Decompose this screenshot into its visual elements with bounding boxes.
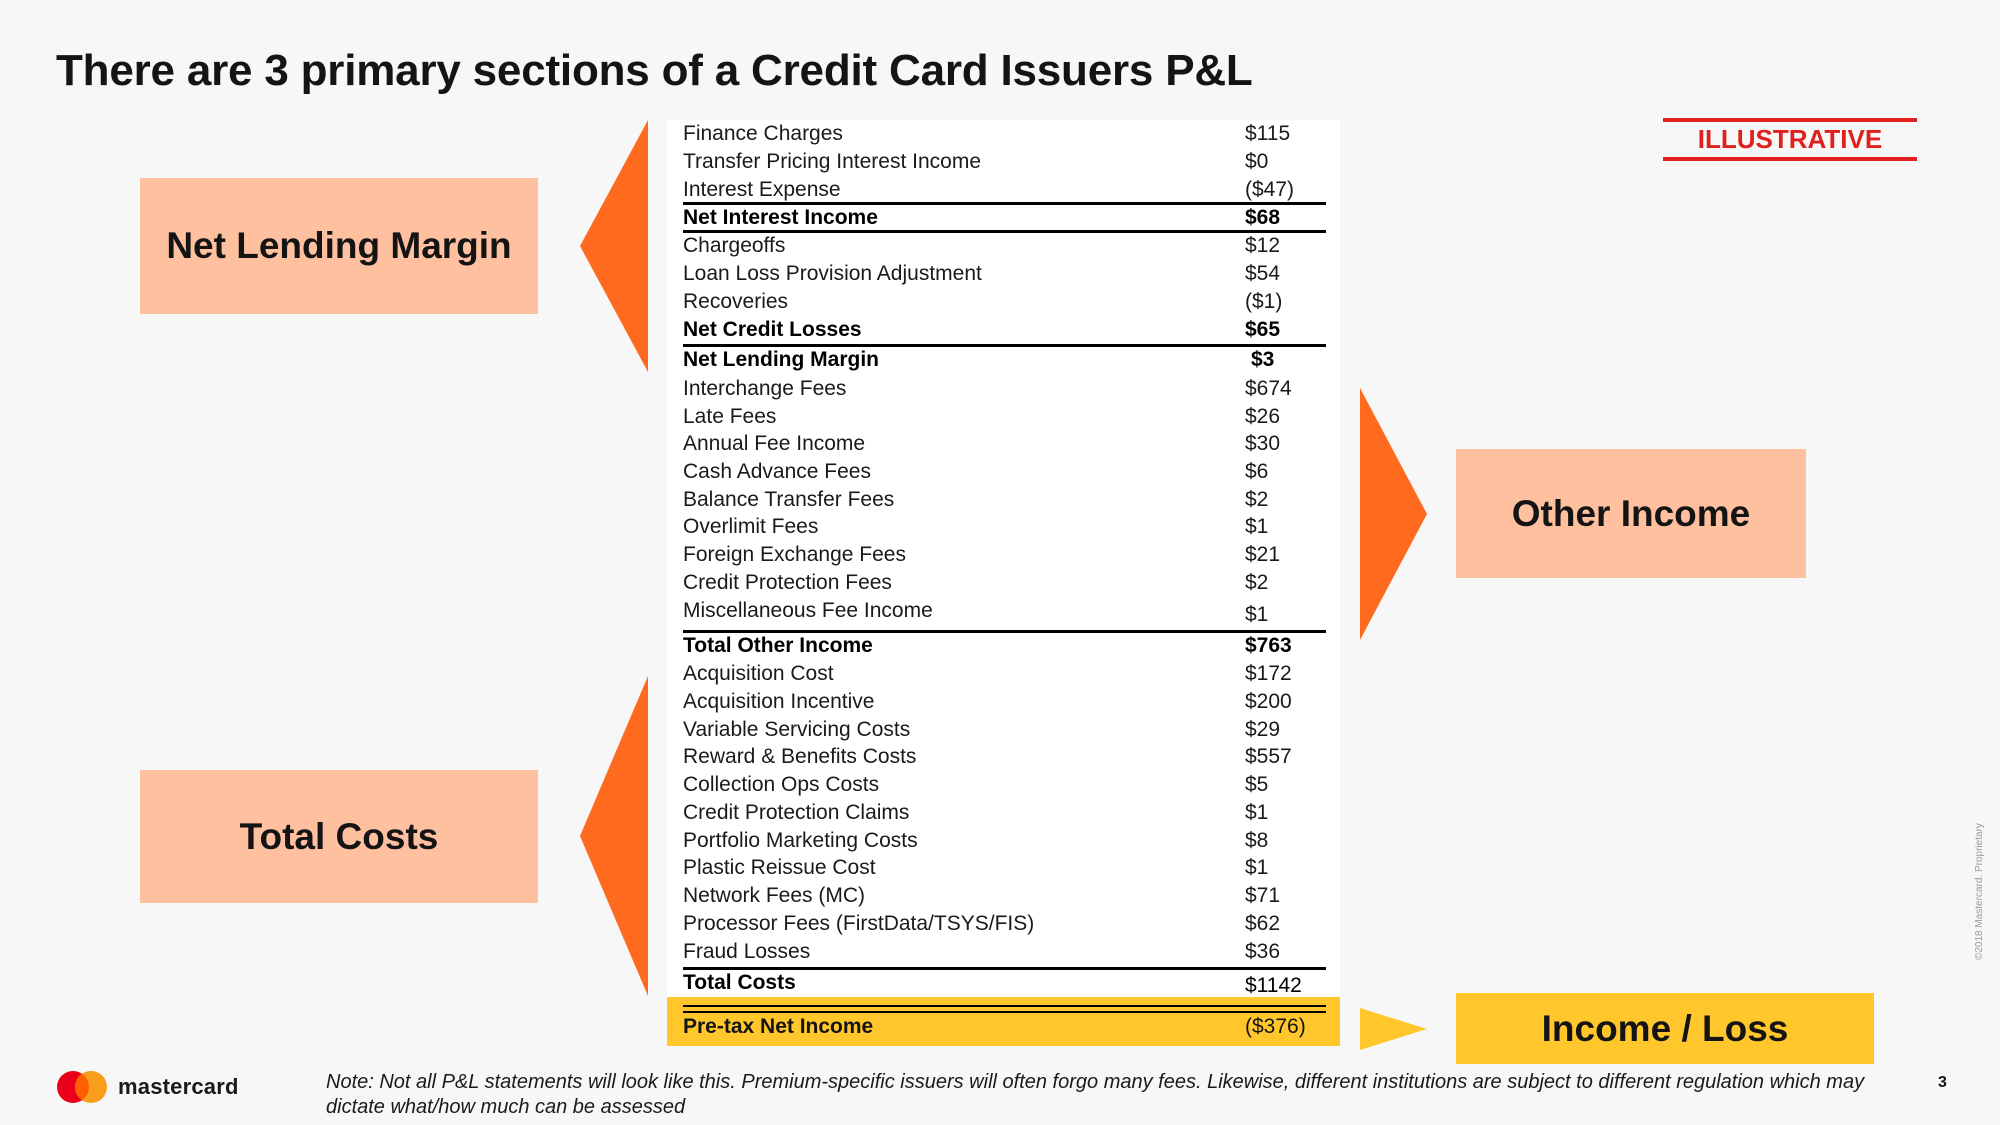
row-label: Foreign Exchange Fees — [683, 543, 906, 566]
pretax-label: Pre-tax Net Income — [683, 1015, 874, 1038]
row-value: $65 — [1245, 318, 1281, 341]
other-income-label: Other Income — [1511, 492, 1751, 534]
row-value: $12 — [1245, 234, 1281, 257]
row-label: Annual Fee Income — [683, 432, 866, 455]
row-label: Overlimit Fees — [683, 515, 819, 538]
income-loss-arrow — [1360, 1008, 1427, 1050]
table-row: Net Interest Income $68 — [683, 202, 1326, 229]
brand-wordmark: mastercard — [118, 1074, 239, 1099]
net-lending-margin-arrow — [580, 120, 648, 372]
table-row: Net Lending Margin $3 — [683, 344, 1326, 371]
double-rule-top — [683, 1005, 1326, 1007]
row-value: $1 — [1245, 603, 1269, 626]
row-label: Recoveries — [683, 290, 789, 313]
row-label: Total Other Income — [683, 634, 873, 657]
page-title: There are 3 primary sections of a Credit… — [56, 46, 1253, 95]
row-label: Fraud Losses — [683, 940, 811, 963]
row-label: Net Lending Margin — [683, 348, 879, 371]
illustrative-badge: ILLUSTRATIVE — [1663, 118, 1917, 161]
pretax-value: ($376) — [1245, 1015, 1306, 1038]
row-value: $6 — [1245, 460, 1269, 483]
total-costs-box: Total Costs — [140, 770, 538, 903]
row-value: $1 — [1245, 856, 1269, 879]
double-rule-bottom — [683, 1011, 1326, 1013]
row-label: Processor Fees (FirstData/TSYS/FIS) — [683, 912, 1035, 935]
row-value: $3 — [1251, 348, 1275, 371]
row-value: ($47) — [1245, 178, 1295, 201]
row-label: Miscellaneous Fee Income — [683, 599, 933, 622]
page-number: 3 — [1938, 1074, 1947, 1091]
row-label: Reward & Benefits Costs — [683, 745, 917, 768]
row-label: Portfolio Marketing Costs — [683, 829, 918, 852]
income-loss-box: Income / Loss — [1456, 993, 1874, 1064]
footnote: Note: Not all P&L statements will look l… — [326, 1071, 1865, 1118]
mastercard-logo: mastercard — [56, 1070, 239, 1104]
row-label: Acquisition Cost — [683, 662, 834, 685]
row-value: $2 — [1245, 488, 1269, 511]
row-label: Net Interest Income — [683, 206, 878, 229]
row-label: Loan Loss Provision Adjustment — [683, 262, 982, 285]
row-value: $8 — [1245, 829, 1269, 852]
row-value: $115 — [1245, 122, 1291, 145]
table-row: Total Costs $1142 — [683, 967, 1326, 997]
pl-statement-table: Finance Charges $115 Transfer Pricing Int… — [667, 120, 1340, 1046]
row-label: Total Costs — [683, 971, 796, 994]
row-label: Balance Transfer Fees — [683, 488, 895, 511]
row-value: $26 — [1245, 405, 1281, 428]
total-costs-label: Total Costs — [239, 815, 439, 857]
total-costs-arrow — [580, 676, 648, 996]
net-lending-margin-label: Net Lending Margin — [166, 225, 512, 266]
row-label: Interest Expense — [683, 178, 841, 201]
row-value: $557 — [1245, 745, 1292, 768]
table-row: Total Other Income $763 — [683, 630, 1326, 657]
row-value: $674 — [1245, 377, 1292, 400]
row-label: Credit Protection Claims — [683, 801, 910, 824]
row-value: $54 — [1245, 262, 1281, 285]
row-label: Network Fees (MC) — [683, 884, 866, 907]
copyright-notice: ©2018 Mastercard. Proprietary — [1974, 823, 1985, 960]
row-value: $763 — [1245, 634, 1292, 657]
row-label: Collection Ops Costs — [683, 773, 880, 796]
row-value: ($1) — [1245, 290, 1283, 313]
row-label: Acquisition Incentive — [683, 690, 875, 713]
row-value: $1142 — [1245, 974, 1302, 997]
row-label: Credit Protection Fees — [683, 571, 892, 594]
row-label: Net Credit Losses — [683, 318, 862, 341]
row-value: $2 — [1245, 571, 1269, 594]
row-label: Chargeoffs — [683, 234, 786, 257]
other-income-box: Other Income — [1456, 449, 1806, 578]
row-label: Cash Advance Fees — [683, 460, 871, 483]
row-value: $62 — [1245, 912, 1281, 935]
row-label: Finance Charges — [683, 122, 843, 145]
pretax-net-income-row: Pre-tax Net Income ($376) — [667, 997, 1340, 1046]
row-value: $1 — [1245, 801, 1269, 824]
mastercard-circles-icon — [57, 1071, 107, 1103]
income-loss-label: Income / Loss — [1541, 1007, 1789, 1049]
row-value: $30 — [1245, 432, 1281, 455]
row-value: $5 — [1245, 773, 1269, 796]
row-label: Interchange Fees — [683, 377, 847, 400]
row-value: $21 — [1245, 543, 1281, 566]
row-label: Transfer Pricing Interest Income — [683, 150, 981, 173]
other-income-arrow — [1360, 388, 1427, 640]
net-lending-margin-box: Net Lending Margin — [140, 178, 538, 314]
row-value: $0 — [1245, 150, 1269, 173]
row-value: $36 — [1245, 940, 1281, 963]
row-label: Plastic Reissue Cost — [683, 856, 876, 879]
row-label: Variable Servicing Costs — [683, 718, 911, 741]
row-value: $68 — [1245, 206, 1281, 229]
row-label: Late Fees — [683, 405, 777, 428]
table-row: Chargeoffs $12 — [683, 230, 1326, 257]
row-value: $29 — [1245, 718, 1281, 741]
row-value: $172 — [1245, 662, 1292, 685]
row-value: $71 — [1245, 884, 1281, 907]
row-value: $1 — [1245, 515, 1269, 538]
row-value: $200 — [1245, 690, 1292, 713]
